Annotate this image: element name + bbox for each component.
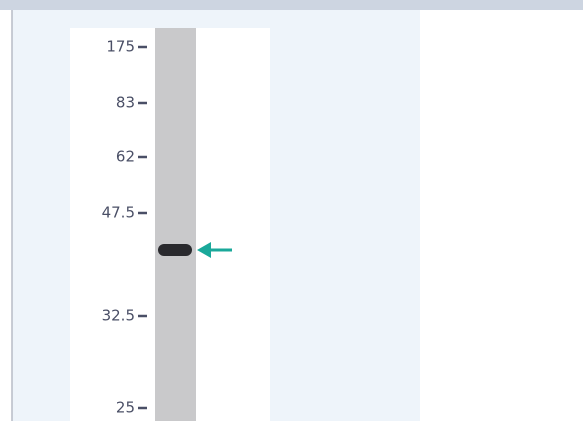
protein-band <box>158 244 192 256</box>
marker-label: 32.5 <box>102 307 135 325</box>
marker-label: 25 <box>116 399 135 417</box>
marker-label: 47.5 <box>102 204 135 222</box>
top-bar <box>0 0 583 10</box>
lane <box>155 28 196 421</box>
marker-label: 83 <box>116 94 135 112</box>
blot-screenshot: 175 83 62 47.5 32.5 25 <box>0 0 583 421</box>
marker-label: 175 <box>106 38 135 56</box>
marker-label: 62 <box>116 148 135 166</box>
